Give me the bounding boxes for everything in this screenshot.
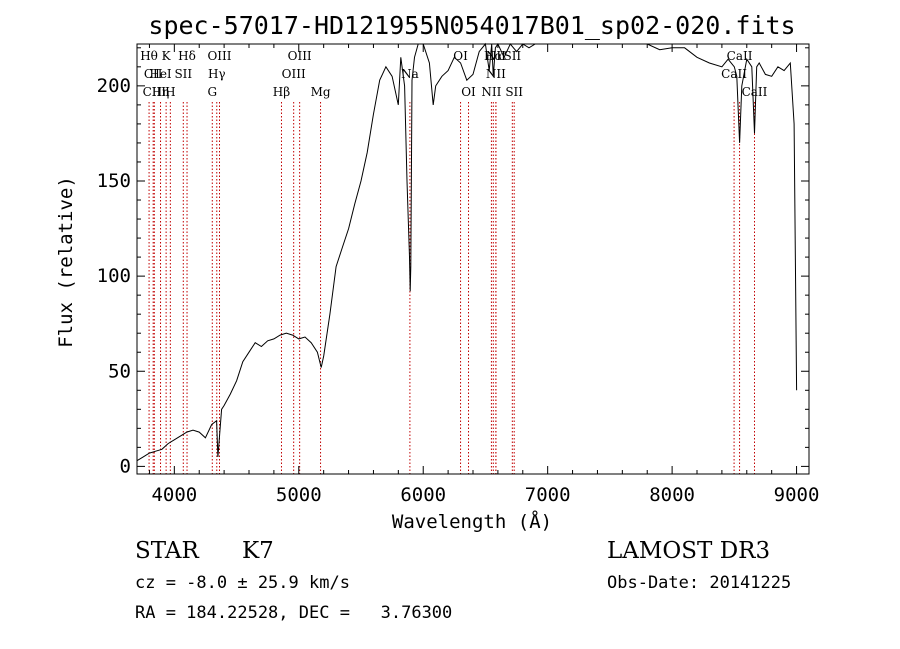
object-class: STAR (135, 538, 199, 564)
line-label-14: OIII (282, 67, 306, 81)
line-label-24: SII (505, 85, 523, 99)
survey-name: LAMOST DR3 (607, 538, 771, 564)
emission-line-markers (148, 102, 755, 474)
x-tick-label-0: 4000 (151, 484, 197, 506)
x-axis: 4000 5000 6000 7000 8000 9000 (148, 44, 820, 506)
line-label-22: SII (503, 49, 521, 63)
y-tick-label-1: 50 (108, 360, 131, 382)
x-tick-label-5: 9000 (774, 484, 820, 506)
line-label-12: Hβ (273, 85, 290, 99)
spectral-subclass: K7 (242, 538, 274, 564)
y-tick-label-3: 150 (97, 170, 131, 192)
line-label-7: SII (174, 67, 192, 81)
line-label-19: Hα (484, 49, 503, 63)
y-tick-label-2: 100 (97, 265, 131, 287)
chart-title: spec-57017-HD121955N054017B01_sp02-020.f… (148, 11, 795, 40)
y-axis-label: Flux (relative) (55, 176, 77, 348)
line-label-3: Hη (152, 85, 170, 99)
redshift-value: cz = -8.0 ± 25.9 km/s (135, 573, 350, 593)
line-label-5: HeI (149, 67, 172, 81)
x-tick-label-2: 6000 (400, 484, 446, 506)
y-tick-label-4: 200 (97, 75, 131, 97)
line-label-25: CaII (727, 49, 753, 63)
y-tick-label-0: 0 (120, 455, 131, 477)
x-tick-label-3: 7000 (525, 484, 571, 506)
x-tick-label-1: 5000 (276, 484, 322, 506)
ra-dec-coordinates: RA = 184.22528, DEC = 3.76300 (135, 603, 453, 623)
line-label-18: OI (461, 85, 476, 99)
line-label-20: NII (481, 85, 501, 99)
plot-frame (136, 43, 810, 475)
obs-date: Obs-Date: 20141225 (607, 573, 792, 593)
line-label-27: CaII (742, 85, 768, 99)
line-label-26: CaII (721, 67, 747, 81)
line-label-15: Mg (311, 85, 331, 99)
line-label-4: K (162, 49, 172, 63)
line-label-8: Hδ (178, 49, 196, 63)
line-label-2: CIII (143, 85, 167, 99)
line-label-13: OIII (288, 49, 312, 63)
line-label-16: Na (401, 67, 419, 81)
line-label-1: CII (144, 67, 163, 81)
line-label-9: OIII (207, 49, 231, 63)
line-label-0: Hθ (140, 49, 158, 63)
y-axis: 0 50 100 150 200 (97, 47, 809, 477)
line-label-17: OI (453, 49, 468, 63)
line-label-11: G (207, 85, 217, 99)
line-label-23: NII (486, 67, 506, 81)
line-label-6: H (165, 85, 175, 99)
spectrum-chart: spec-57017-HD121955N054017B01_sp02-020.f… (55, 11, 820, 533)
line-label-10: Hγ (208, 67, 226, 81)
spectrum-line (136, 42, 798, 462)
x-axis-label: Wavelength (Å) (392, 510, 552, 533)
x-tick-label-4: 8000 (649, 484, 695, 506)
